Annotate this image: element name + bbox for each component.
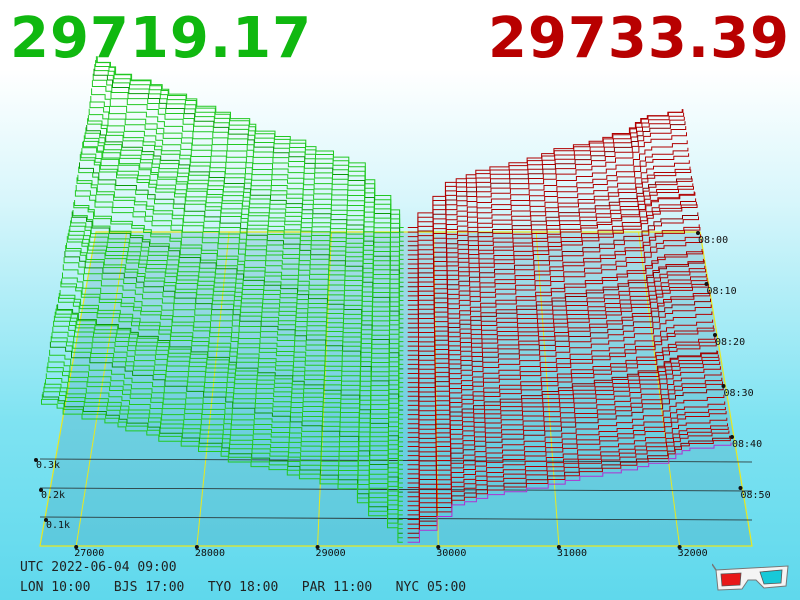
ask-depth-line	[407, 260, 705, 370]
bid-depth-line	[92, 73, 404, 251]
x-tick-label: 27000	[74, 548, 104, 559]
z-tick-dot	[44, 518, 48, 522]
ask-depth-line	[407, 169, 692, 283]
utc-time: UTC 2022-06-04 09:00	[20, 560, 177, 575]
bid-price: 29719.17	[10, 6, 313, 71]
bid-depth-line	[94, 64, 404, 242]
ask-depth-line	[407, 319, 714, 425]
x-grid-line	[317, 231, 332, 547]
ask-depth-line	[407, 298, 711, 411]
x-grid-line	[196, 231, 230, 547]
ask-depth-line	[407, 304, 712, 416]
x-tick-label: 32000	[678, 548, 708, 559]
z-tick-label: 0.3k	[36, 460, 60, 471]
x-tick-dot	[436, 545, 441, 549]
z-tick-dot	[34, 458, 38, 462]
x-grid-line	[535, 231, 560, 547]
z-tick-dot	[39, 488, 43, 492]
time-tick-dot	[713, 333, 717, 337]
ask-depth-line	[407, 442, 732, 543]
ask-depth-line	[407, 394, 725, 498]
x-tick-dot	[194, 545, 199, 549]
ask-depth-line	[407, 153, 690, 270]
ask-depth-line	[407, 386, 724, 493]
z-tick-label: 0.2k	[41, 490, 65, 501]
x-tick-label: 30000	[436, 548, 466, 559]
z-grid-line	[39, 487, 753, 492]
time-tick-dot	[696, 231, 700, 235]
x-tick-dot	[677, 545, 682, 549]
time-tick-label: 08:10	[707, 286, 737, 297]
time-tick-label: 08:30	[724, 388, 754, 399]
ask-depth-line	[407, 140, 688, 260]
ask-depth-line	[407, 284, 709, 397]
bid-depth-line	[93, 68, 404, 247]
ask-depth-line	[407, 132, 687, 256]
ask-depth-line	[407, 343, 717, 447]
time-tick-label: 08:00	[698, 235, 728, 246]
3d-glasses-icon	[712, 563, 789, 591]
x-tick-label: 29000	[316, 548, 346, 559]
x-tick-dot	[556, 545, 561, 549]
ask-depth-line	[407, 328, 715, 434]
ask-price: 29733.39	[487, 6, 790, 71]
ask-depth-line	[407, 430, 730, 530]
time-tick-dot	[730, 435, 734, 439]
axis-labels: 27000 28000 29000 30000 31000 32000 0.3k 0.2k 0.…	[34, 231, 771, 559]
time-tick-dot	[704, 282, 709, 286]
x-tick-dot	[315, 545, 320, 549]
ask-depth-line	[407, 372, 722, 479]
time-tick-label: 08:20	[715, 337, 745, 348]
ask-depth-line	[407, 411, 727, 511]
x-tick-label: 31000	[557, 548, 587, 559]
x-grid-line	[75, 231, 128, 547]
ask-depth-line	[407, 251, 704, 361]
ask-depth-line	[407, 401, 726, 502]
ask-depth-line	[407, 311, 713, 420]
x-tick-dot	[74, 545, 79, 549]
time-tick-label: 08:50	[741, 490, 771, 501]
x-tick-label: 28000	[195, 548, 225, 559]
ask-depth-line	[407, 381, 723, 489]
time-tick-label: 08:40	[732, 439, 762, 450]
ask-depth-line	[407, 366, 721, 475]
city-times: LON 10:00 BJS 17:00 TYO 18:00 PAR 11:00 …	[20, 580, 467, 595]
ask-depth-line	[407, 417, 728, 516]
ask-depth-line	[407, 216, 699, 333]
z-grid-line	[39, 458, 753, 463]
time-tick-dot	[738, 486, 743, 490]
time-tick-dot	[721, 384, 726, 388]
ask-depth-line	[407, 239, 702, 352]
bid-depth-lines	[41, 56, 404, 543]
ask-depth-line	[407, 160, 690, 274]
z-tick-label: 0.1k	[46, 520, 70, 531]
ask-depth-line	[407, 227, 701, 343]
ask-depth-lines	[407, 109, 732, 543]
ask-depth-line	[407, 204, 698, 324]
bid-depth-line	[41, 399, 403, 543]
